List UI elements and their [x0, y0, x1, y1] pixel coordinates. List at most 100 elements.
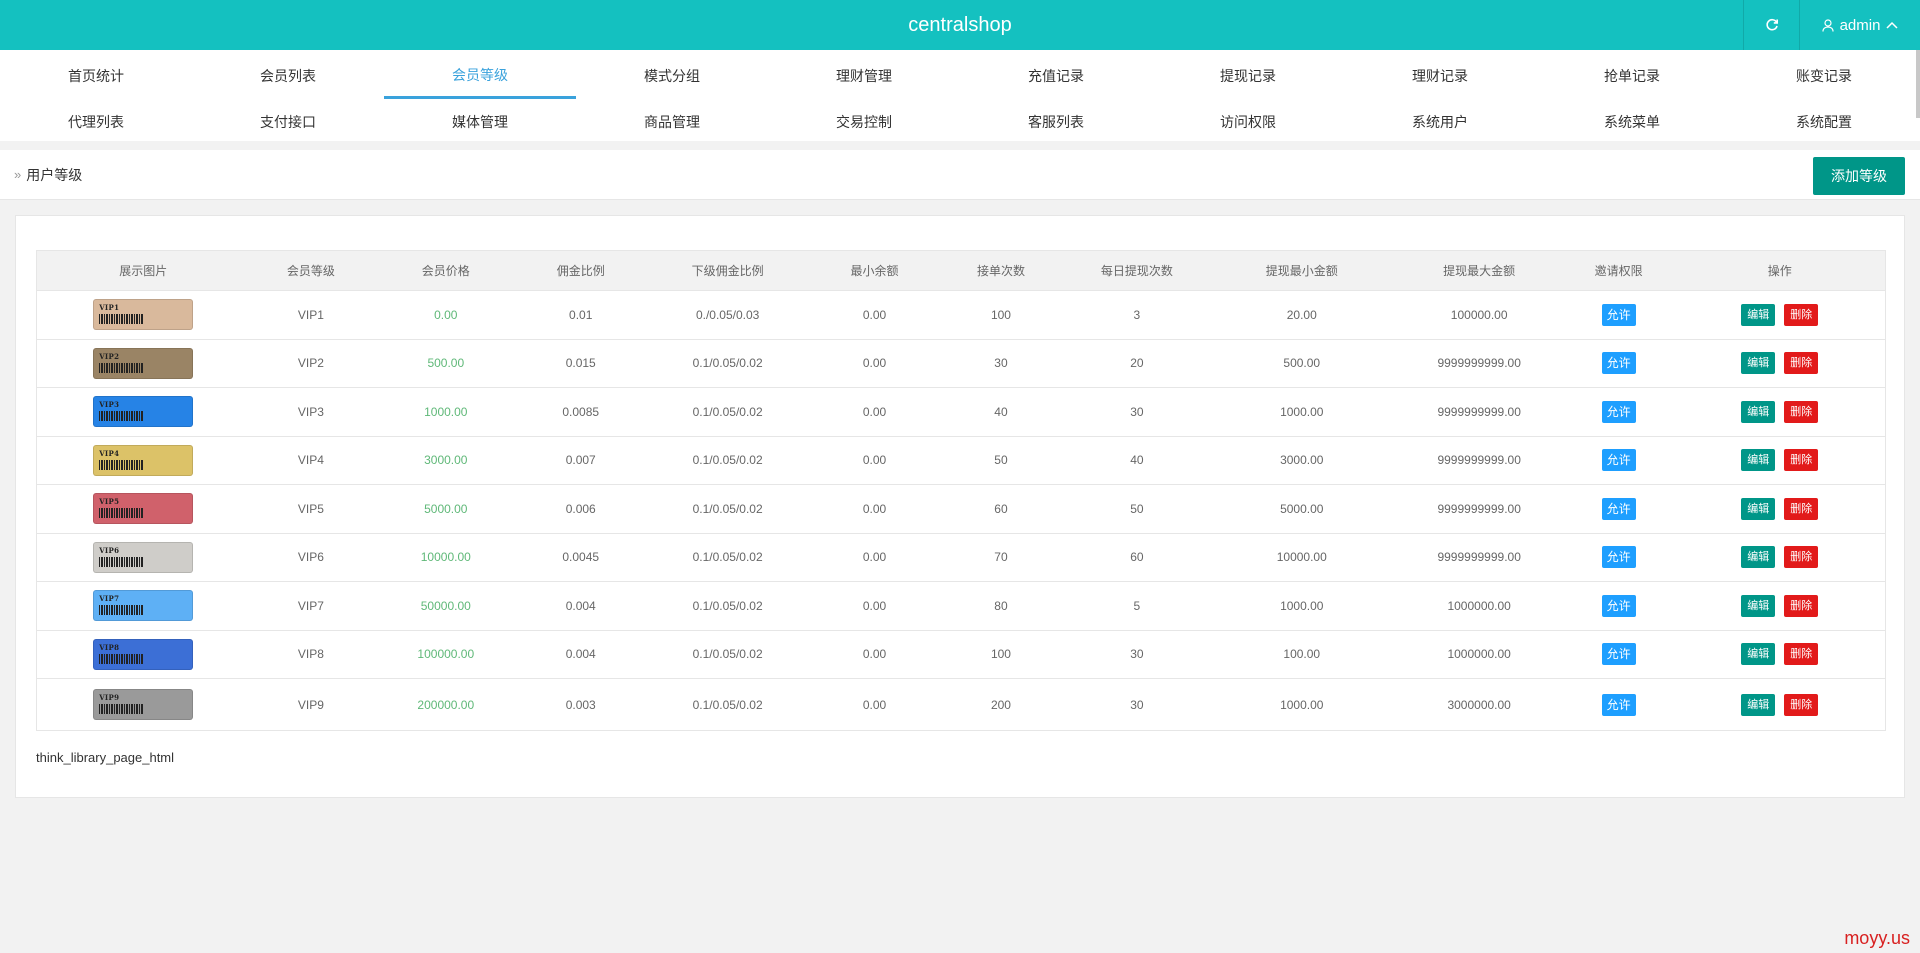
- edit-button[interactable]: 编辑: [1741, 497, 1776, 520]
- daily-withdraw-cell: 40: [1065, 436, 1208, 485]
- withdraw-max-cell: 3000000.00: [1395, 678, 1563, 731]
- commission-cell: 0.0045: [519, 533, 643, 582]
- header-level: 会员等级: [249, 250, 373, 291]
- price-cell: 100000.00: [372, 630, 520, 679]
- level-cell: VIP4: [249, 436, 373, 485]
- delete-button[interactable]: 删除: [1784, 497, 1819, 520]
- price-cell: 500.00: [372, 339, 520, 388]
- withdraw-min-cell: 100.00: [1207, 630, 1396, 679]
- nav-item[interactable]: 账变记录: [1796, 68, 1852, 84]
- card-image-cell: VIP8: [36, 630, 250, 679]
- edit-button[interactable]: 编辑: [1741, 449, 1776, 472]
- sub-commission-cell: 0.1/0.05/0.02: [642, 630, 814, 679]
- nav-item[interactable]: 理财记录: [1412, 68, 1468, 84]
- user-icon: [1821, 18, 1834, 32]
- level-table-wrap: 展示图片 会员等级 会员价格 佣金比例 下级佣金比例 最小余额 接单次数 每日提…: [36, 250, 1886, 731]
- delete-button[interactable]: 删除: [1784, 546, 1819, 569]
- invite-allow-button[interactable]: 允许: [1601, 400, 1636, 423]
- nav-item[interactable]: 交易控制: [836, 114, 892, 130]
- nav-item[interactable]: 抢单记录: [1604, 68, 1660, 84]
- actions-cell: 编辑 删除: [1674, 484, 1886, 534]
- barcode-graphic: [99, 314, 144, 325]
- nav-item[interactable]: 支付接口: [260, 114, 316, 130]
- invite-allow-button[interactable]: 允许: [1601, 352, 1636, 375]
- delete-button[interactable]: 删除: [1784, 693, 1819, 716]
- nav-item[interactable]: 会员列表: [260, 68, 316, 84]
- delete-button[interactable]: 删除: [1784, 352, 1819, 375]
- nav-item[interactable]: 充值记录: [1028, 68, 1084, 84]
- add-level-button[interactable]: 添加等级: [1813, 157, 1905, 195]
- delete-button[interactable]: 删除: [1784, 303, 1819, 326]
- nav-item[interactable]: 客服列表: [1028, 114, 1084, 130]
- delete-button[interactable]: 删除: [1784, 643, 1819, 666]
- edit-button[interactable]: 编辑: [1741, 303, 1776, 326]
- min-balance-cell: 0.00: [813, 678, 937, 731]
- nav-item[interactable]: 系统菜单: [1604, 114, 1660, 130]
- actions-cell: 编辑 删除: [1674, 290, 1886, 340]
- barcode-graphic: [99, 704, 144, 714]
- withdraw-min-cell: 1000.00: [1207, 678, 1396, 731]
- invite-allow-button[interactable]: 允许: [1601, 449, 1636, 472]
- invite-allow-button[interactable]: 允许: [1601, 643, 1636, 666]
- nav-item-active[interactable]: 会员等级: [384, 53, 576, 99]
- commission-cell: 0.007: [519, 436, 643, 485]
- orders-cell: 200: [936, 678, 1066, 731]
- level-cell: VIP6: [249, 533, 373, 582]
- user-menu-button[interactable]: admin: [1799, 0, 1920, 50]
- invite-allow-button[interactable]: 允许: [1601, 303, 1636, 326]
- actions-cell: 编辑 删除: [1674, 678, 1886, 731]
- nav-item[interactable]: 商品管理: [644, 114, 700, 130]
- delete-button[interactable]: 删除: [1784, 594, 1819, 617]
- nav-item[interactable]: 系统配置: [1796, 114, 1852, 130]
- barcode-graphic: [99, 411, 144, 422]
- nav-item[interactable]: 模式分组: [644, 68, 700, 84]
- watermark: moyy.us: [1844, 928, 1910, 948]
- header-price: 会员价格: [372, 250, 520, 291]
- edit-button[interactable]: 编辑: [1741, 643, 1776, 666]
- invite-cell: 允许: [1562, 484, 1675, 534]
- price-cell: 50000.00: [372, 581, 520, 631]
- min-balance-cell: 0.00: [813, 436, 937, 485]
- invite-allow-button[interactable]: 允许: [1601, 594, 1636, 617]
- orders-cell: 70: [936, 533, 1066, 582]
- level-cell: VIP9: [249, 678, 373, 731]
- sub-commission-cell: 0.1/0.05/0.02: [642, 339, 814, 388]
- nav-item[interactable]: 访问权限: [1220, 114, 1276, 130]
- nav-item[interactable]: 系统用户: [1412, 114, 1468, 130]
- nav-item[interactable]: 代理列表: [68, 114, 124, 130]
- refresh-button[interactable]: [1743, 0, 1799, 50]
- invite-allow-button[interactable]: 允许: [1601, 693, 1636, 716]
- top-bar: centralshop admin: [0, 0, 1920, 50]
- actions-cell: 编辑 删除: [1674, 387, 1886, 437]
- edit-button[interactable]: 编辑: [1741, 400, 1776, 423]
- orders-cell: 100: [936, 630, 1066, 679]
- nav-item[interactable]: 理财管理: [836, 68, 892, 84]
- page-title: 用户等级: [26, 167, 83, 183]
- invite-allow-button[interactable]: 允许: [1601, 546, 1636, 569]
- nav-item[interactable]: 媒体管理: [452, 114, 508, 130]
- header-sub-commission: 下级佣金比例: [642, 250, 814, 291]
- table-row: VIP8 VIP8 100000.00 0.004 0.1/0.05/0.02 0.00 1…: [36, 630, 1886, 679]
- delete-button[interactable]: 删除: [1784, 449, 1819, 472]
- barcode-graphic: [99, 653, 144, 664]
- edit-button[interactable]: 编辑: [1741, 352, 1776, 375]
- edit-button[interactable]: 编辑: [1741, 693, 1776, 716]
- table-row: VIP5 VIP5 5000.00 0.006 0.1/0.05/0.02 0.00 60 5…: [36, 484, 1886, 534]
- card-image-cell: VIP6: [36, 533, 250, 582]
- edit-button[interactable]: 编辑: [1741, 546, 1776, 569]
- vip-card-image: VIP7: [93, 590, 194, 622]
- sub-commission-cell: 0.1/0.05/0.02: [642, 678, 814, 731]
- sub-commission-cell: 0.1/0.05/0.02: [642, 387, 814, 437]
- delete-button[interactable]: 删除: [1784, 400, 1819, 423]
- edit-button[interactable]: 编辑: [1741, 594, 1776, 617]
- vip-card-image: VIP8: [93, 638, 194, 670]
- nav-item[interactable]: 首页统计: [68, 68, 124, 84]
- header-withdraw-min: 提现最小金额: [1207, 250, 1396, 291]
- invite-allow-button[interactable]: 允许: [1601, 497, 1636, 520]
- orders-cell: 40: [936, 387, 1066, 437]
- nav-item[interactable]: 提现记录: [1220, 68, 1276, 84]
- price-cell: 0.00: [372, 290, 520, 340]
- sub-commission-cell: 0.1/0.05/0.02: [642, 533, 814, 582]
- nav-scrollbar[interactable]: [1916, 50, 1920, 118]
- price-cell: 200000.00: [372, 678, 520, 731]
